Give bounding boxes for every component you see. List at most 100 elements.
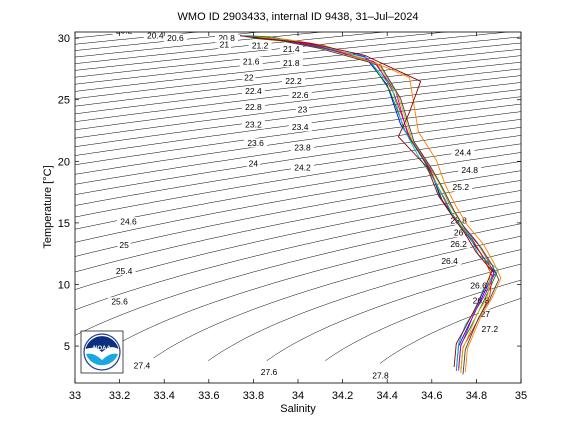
density-contour-27.4	[266, 263, 521, 361]
noaa-logo-bird-icon	[86, 347, 118, 357]
contour-label: 26.4	[441, 256, 458, 266]
contour-label: 22.8	[245, 102, 262, 112]
y-tick-label: 15	[58, 218, 70, 230]
x-tick-label: 33.4	[153, 390, 174, 402]
contour-label-bg	[241, 86, 265, 96]
x-tick-label: 34.2	[332, 390, 353, 402]
contour-label-bg	[291, 143, 314, 153]
contour-label-bg	[241, 119, 265, 129]
contour-label-bg	[163, 33, 187, 43]
contour-label-bg	[112, 266, 136, 276]
density-contour-23.4	[75, 75, 521, 131]
contour-label: 23.4	[292, 122, 309, 132]
contour-label-bg	[458, 165, 482, 175]
contour-label-bg	[282, 76, 305, 86]
profile-line-8	[257, 36, 502, 372]
density-contour-21.2	[75, 32, 263, 51]
x-axis-label: Salinity	[280, 403, 316, 415]
contour-label-bg	[112, 32, 136, 36]
contour-label-bg	[291, 162, 314, 172]
y-tick-label: 10	[58, 279, 70, 291]
contour-label-bg	[108, 297, 132, 307]
contour-label: 27.6	[261, 367, 278, 377]
contour-label-bg	[296, 105, 309, 115]
contour-label-bg	[478, 309, 492, 319]
density-contour-25.6	[75, 161, 521, 243]
contour-label: 26.6	[470, 281, 487, 291]
x-axis-ticks: 33 33.2 33.4 33.6 33.8 34 34.2 34.4 34.6 34.8 35	[69, 32, 527, 402]
profile-lines	[239, 35, 502, 375]
contour-label: 21.2	[252, 41, 269, 51]
contour-label: 25.4	[116, 266, 133, 276]
contour-label-bg	[449, 182, 473, 192]
x-tick-label: 33.6	[198, 390, 219, 402]
contour-label-bg	[241, 102, 265, 112]
x-tick-label: 34.6	[421, 390, 442, 402]
contour-label-bg	[369, 371, 392, 381]
density-contour-26.6	[75, 211, 521, 336]
contour-label-bg	[467, 281, 491, 291]
contour-label: 23.2	[245, 119, 262, 129]
contour-label-bg	[244, 138, 268, 148]
contour-label: 27.8	[372, 371, 389, 381]
x-tick-label: 34.8	[466, 390, 487, 402]
x-tick-label: 35	[515, 390, 527, 402]
contour-label: 21.8	[283, 58, 300, 68]
y-tick-label: 5	[64, 341, 70, 353]
contour-label: 23.6	[247, 138, 264, 148]
contour-label-bg	[438, 256, 462, 266]
contour-label-bg	[478, 324, 502, 334]
density-contour-26.4	[75, 200, 521, 311]
contour-label-bg	[117, 240, 131, 250]
x-tick-label: 33	[69, 390, 81, 402]
contour-label-bg	[117, 217, 140, 227]
contour-label-bg	[239, 57, 263, 66]
x-tick-label: 34	[292, 390, 304, 402]
contour-label: 25.8	[450, 215, 467, 225]
contour-label-bg	[215, 33, 239, 43]
contour-label: 25.6	[111, 297, 128, 307]
x-tick-label: 33.8	[243, 390, 264, 402]
contour-label: 27.2	[482, 324, 499, 334]
y-tick-label: 25	[58, 95, 70, 107]
contour-label-bg	[288, 90, 312, 100]
contour-label-bg	[248, 41, 272, 50]
contour-label: 27.4	[134, 361, 151, 371]
density-contour-24.2	[75, 103, 521, 166]
contour-label: 24.4	[455, 148, 472, 158]
noaa-logo-bottom	[86, 353, 118, 366]
density-contour-22.6	[75, 48, 521, 99]
contour-label: 22.4	[245, 86, 262, 96]
contour-label: 24	[249, 159, 259, 169]
x-tick-label: 34.4	[376, 390, 397, 402]
contour-label: 26.2	[450, 239, 467, 249]
contour-label-bg	[447, 215, 471, 225]
contour-label: 24.2	[294, 162, 311, 172]
contour-label: 26	[454, 228, 464, 238]
y-axis-ticks: 5 10 15 20 25 30	[58, 33, 521, 353]
contour-label: 20.6	[167, 33, 184, 43]
density-contour-21.6	[75, 32, 387, 64]
y-axis-label: Temperature [°C]	[42, 165, 54, 248]
contour-label: 21	[220, 39, 230, 49]
chart-title: WMO ID 2903433, internal ID 9438, 31–Jul…	[178, 11, 419, 23]
x-tick-label: 33.2	[109, 390, 130, 402]
contour-label: 27	[481, 309, 491, 319]
noaa-logo-text: NOAA	[93, 346, 111, 352]
noaa-logo: NOAA	[80, 330, 124, 374]
contour-label: 21.6	[243, 57, 260, 67]
contour-label: 21.4	[283, 44, 300, 54]
density-contour-25.8	[75, 170, 521, 257]
contour-label: 23.8	[294, 143, 311, 153]
contour-label-bg	[447, 239, 471, 249]
y-tick-label: 30	[58, 33, 70, 45]
contour-label-bg	[288, 122, 312, 132]
density-contour-21	[75, 32, 200, 45]
contour-label-bg	[279, 44, 303, 54]
density-contour-24.8	[75, 126, 521, 195]
density-contour-27.6	[325, 279, 521, 361]
profile-line-9	[239, 35, 493, 368]
contour-label: 22	[244, 73, 254, 83]
contour-label-bg	[279, 58, 303, 68]
